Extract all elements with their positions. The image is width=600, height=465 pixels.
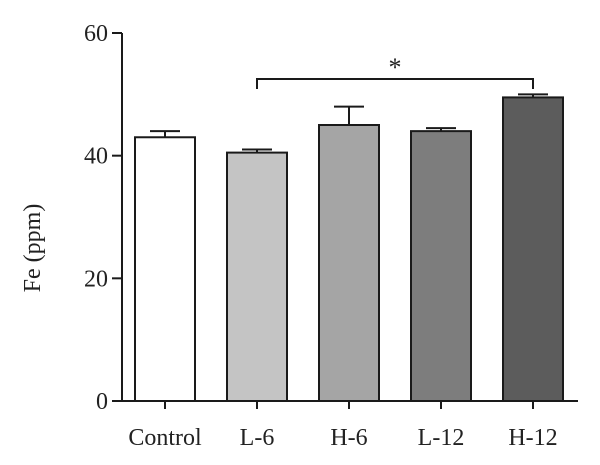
- x-tick-label-control: Control: [128, 425, 202, 451]
- y-tick-label: 60: [84, 21, 108, 47]
- significance-label: *: [389, 53, 402, 82]
- significance-bracket: [256, 78, 534, 89]
- x-tick-label-h-12: H-12: [508, 425, 557, 451]
- y-tick-label: 40: [84, 144, 108, 170]
- y-tick-label: 20: [84, 266, 108, 292]
- y-tick-label: 0: [96, 389, 108, 415]
- plot-area: Control L-6 H-6 L-12 H-12 0 20 40 60 *: [84, 21, 578, 451]
- bar-l-12: [410, 130, 472, 402]
- x-tick-label-l-12: L-12: [418, 425, 465, 451]
- bar-h-6: [318, 124, 380, 402]
- bar-l-6: [226, 151, 288, 402]
- bar-control: [134, 136, 196, 402]
- x-tick-label-l-6: L-6: [240, 425, 275, 451]
- bar-h-12: [502, 96, 564, 403]
- x-tick-label-h-6: H-6: [330, 425, 367, 451]
- y-axis-title: Fe (ppm): [20, 204, 46, 293]
